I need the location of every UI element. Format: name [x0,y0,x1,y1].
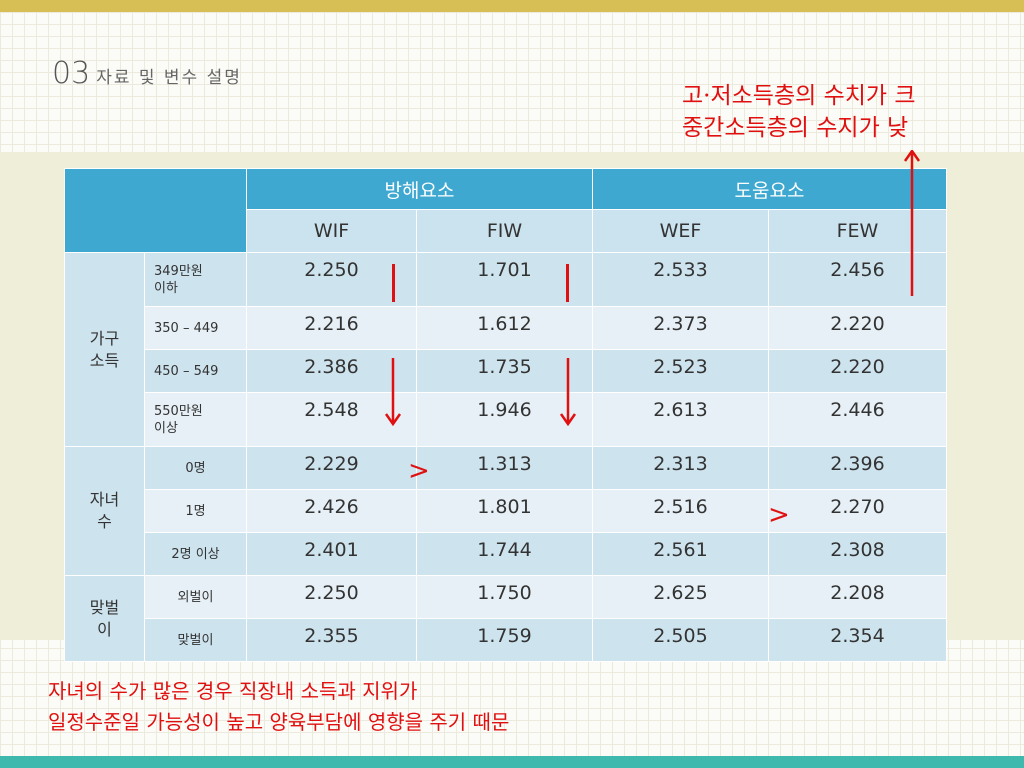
bottom-annotation-line-2: 일정수준일 가능성이 높고 양육부담에 영향을 주기 때문 [48,710,510,734]
cell-value: 1.750 [416,575,593,619]
section-label-children: 자녀 수 [64,446,145,576]
bottom-annotation: 자녀의 수가 많은 경우 직장내 소득과 지위가 일정수준일 가능성이 높고 양… [48,676,509,738]
cell-value: 2.308 [768,532,947,576]
cell-value: 1.744 [416,532,593,576]
row-label: 550만원 이상 [144,392,247,447]
greater-than-mark-children-wif: > [408,456,430,486]
cell-value: 2.548 [246,392,417,447]
cell-value: 2.313 [592,446,769,490]
cell-value: 2.613 [592,392,769,447]
header-group-hindrance: 방해요소 [246,168,593,210]
cell-value: 2.220 [768,306,947,350]
row-label: 2명 이상 [144,532,247,576]
down-arrow-wif [384,358,402,426]
cell-value: 2.516 [592,489,769,533]
cell-value: 2.533 [592,252,769,307]
row-label: 350 – 449 [144,306,247,350]
cell-value: 2.355 [246,618,417,662]
top-annotation-line-1: 고·저소득층의 수치가 크 [682,83,916,109]
cell-value: 2.373 [592,306,769,350]
cell-value: 2.446 [768,392,947,447]
section-label-income: 가구 소득 [64,252,145,447]
cell-value: 2.220 [768,349,947,393]
cell-value: 2.505 [592,618,769,662]
row-label: 1명 [144,489,247,533]
slide-number: 03 [52,56,91,91]
greater-than-mark-children-wef: > [768,500,790,530]
header-corner [64,168,247,253]
cell-value: 1.313 [416,446,593,490]
cell-value: 1.612 [416,306,593,350]
cell-value: 2.523 [592,349,769,393]
bottom-annotation-line-1: 자녀의 수가 많은 경우 직장내 소득과 지위가 [48,679,418,703]
data-table: 방해요소 도움요소 WIF FIW WEF FEW 가구 소득 349만원 이하 2… [64,168,947,662]
cell-value: 2.456 [768,252,947,307]
cell-value: 2.401 [246,532,417,576]
bottom-accent-bar [0,756,1024,768]
cell-value: 1.701 [416,252,593,307]
down-arrow-fiw [559,358,577,426]
row-label: 450 – 549 [144,349,247,393]
cell-value: 2.229 [246,446,417,490]
cell-value: 1.801 [416,489,593,533]
cell-value: 2.270 [768,489,947,533]
up-arrow-few [903,150,921,296]
cell-value: 2.250 [246,252,417,307]
top-accent-bar [0,0,1024,12]
cell-value: 2.250 [246,575,417,619]
slide-title: 03 자료 및 변수 설명 [52,56,242,91]
cell-value: 2.216 [246,306,417,350]
row-label: 외벌이 [144,575,247,619]
cell-value: 2.396 [768,446,947,490]
cell-value: 2.426 [246,489,417,533]
column-header-wif: WIF [246,209,417,253]
row-label: 0명 [144,446,247,490]
column-header-wef: WEF [592,209,769,253]
row-label: 349만원 이하 [144,252,247,307]
column-header-fiw: FIW [416,209,593,253]
column-header-few: FEW [768,209,947,253]
marker-bar-fiw [566,264,569,302]
cell-value: 2.561 [592,532,769,576]
row-label: 맞벌이 [144,618,247,662]
cell-value: 2.625 [592,575,769,619]
top-annotation-line-2: 중간소득층의 수지가 낮 [682,115,909,141]
cell-value: 1.735 [416,349,593,393]
top-annotation: 고·저소득층의 수치가 크 중간소득층의 수지가 낮 [682,80,916,144]
slide-title-text: 자료 및 변수 설명 [96,68,242,88]
cell-value: 2.386 [246,349,417,393]
header-group-help: 도움요소 [592,168,947,210]
cell-value: 2.354 [768,618,947,662]
section-label-dual-income: 맞벌 이 [64,575,145,662]
marker-bar-wif [392,264,395,302]
cell-value: 1.759 [416,618,593,662]
cell-value: 2.208 [768,575,947,619]
